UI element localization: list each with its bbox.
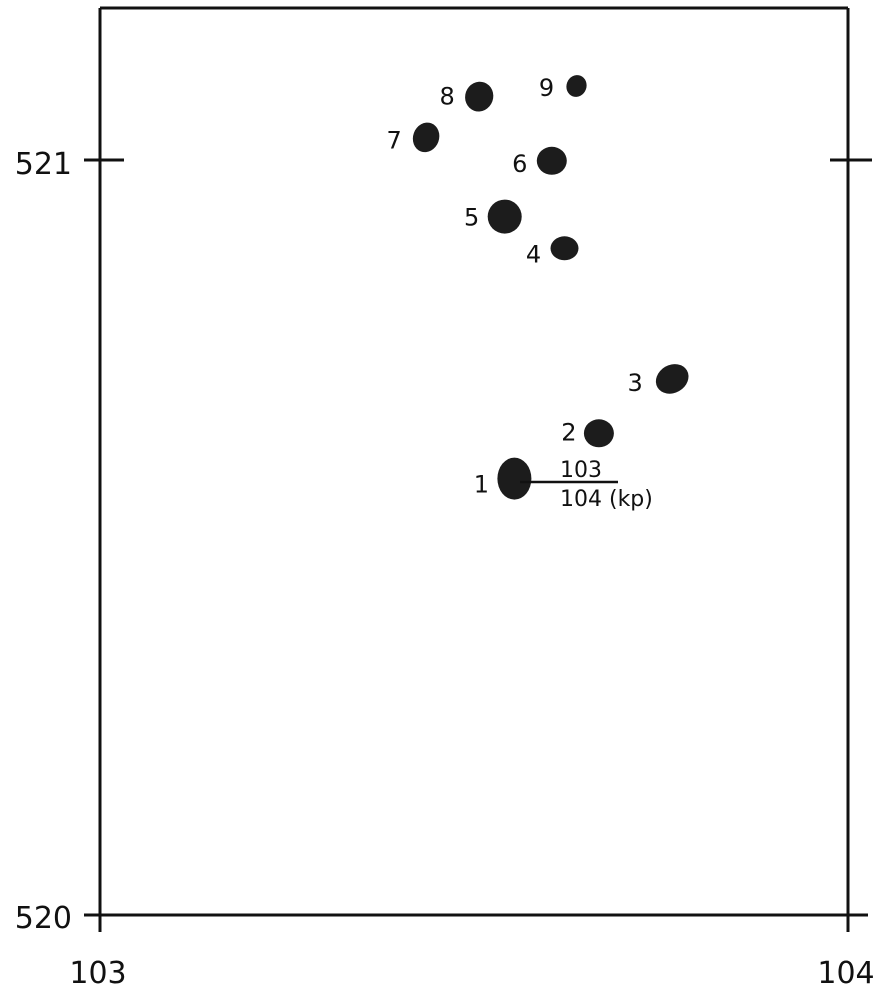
spot-label-1: 1 xyxy=(474,471,489,499)
spots-layer: 1 2 3 4 5 6 7 8 9 xyxy=(386,74,689,500)
axis-label-521: 521 xyxy=(15,147,72,182)
spot-2 xyxy=(583,419,614,448)
spot-7 xyxy=(412,122,440,153)
spot-label-7: 7 xyxy=(386,126,401,154)
spot-1 xyxy=(497,457,532,500)
tick-cross-right-521 xyxy=(830,142,872,182)
spot-4 xyxy=(550,236,579,261)
spot-8 xyxy=(465,81,494,112)
spot-label-8: 8 xyxy=(440,83,455,111)
scale-note-denominator: 104 (kp) xyxy=(560,487,653,512)
scale-note-numerator: 103 xyxy=(560,458,602,483)
tick-cross-left-520 xyxy=(84,898,124,932)
spot-6 xyxy=(536,146,567,175)
spot-label-6: 6 xyxy=(512,150,527,178)
axis-label-104: 104 xyxy=(817,956,874,990)
tick-cross-right-520 xyxy=(830,898,868,932)
spot-label-4: 4 xyxy=(526,240,541,268)
tick-cross-left-521 xyxy=(84,144,124,176)
spot-label-2: 2 xyxy=(561,418,576,446)
spot-9 xyxy=(566,75,587,97)
spot-label-5: 5 xyxy=(464,204,479,232)
axis-label-103: 103 xyxy=(69,956,126,990)
spot-label-9: 9 xyxy=(539,74,554,102)
spot-5 xyxy=(487,199,522,234)
spot-label-3: 3 xyxy=(628,369,643,397)
axis-label-520: 520 xyxy=(15,901,72,936)
spot-3 xyxy=(655,364,689,394)
